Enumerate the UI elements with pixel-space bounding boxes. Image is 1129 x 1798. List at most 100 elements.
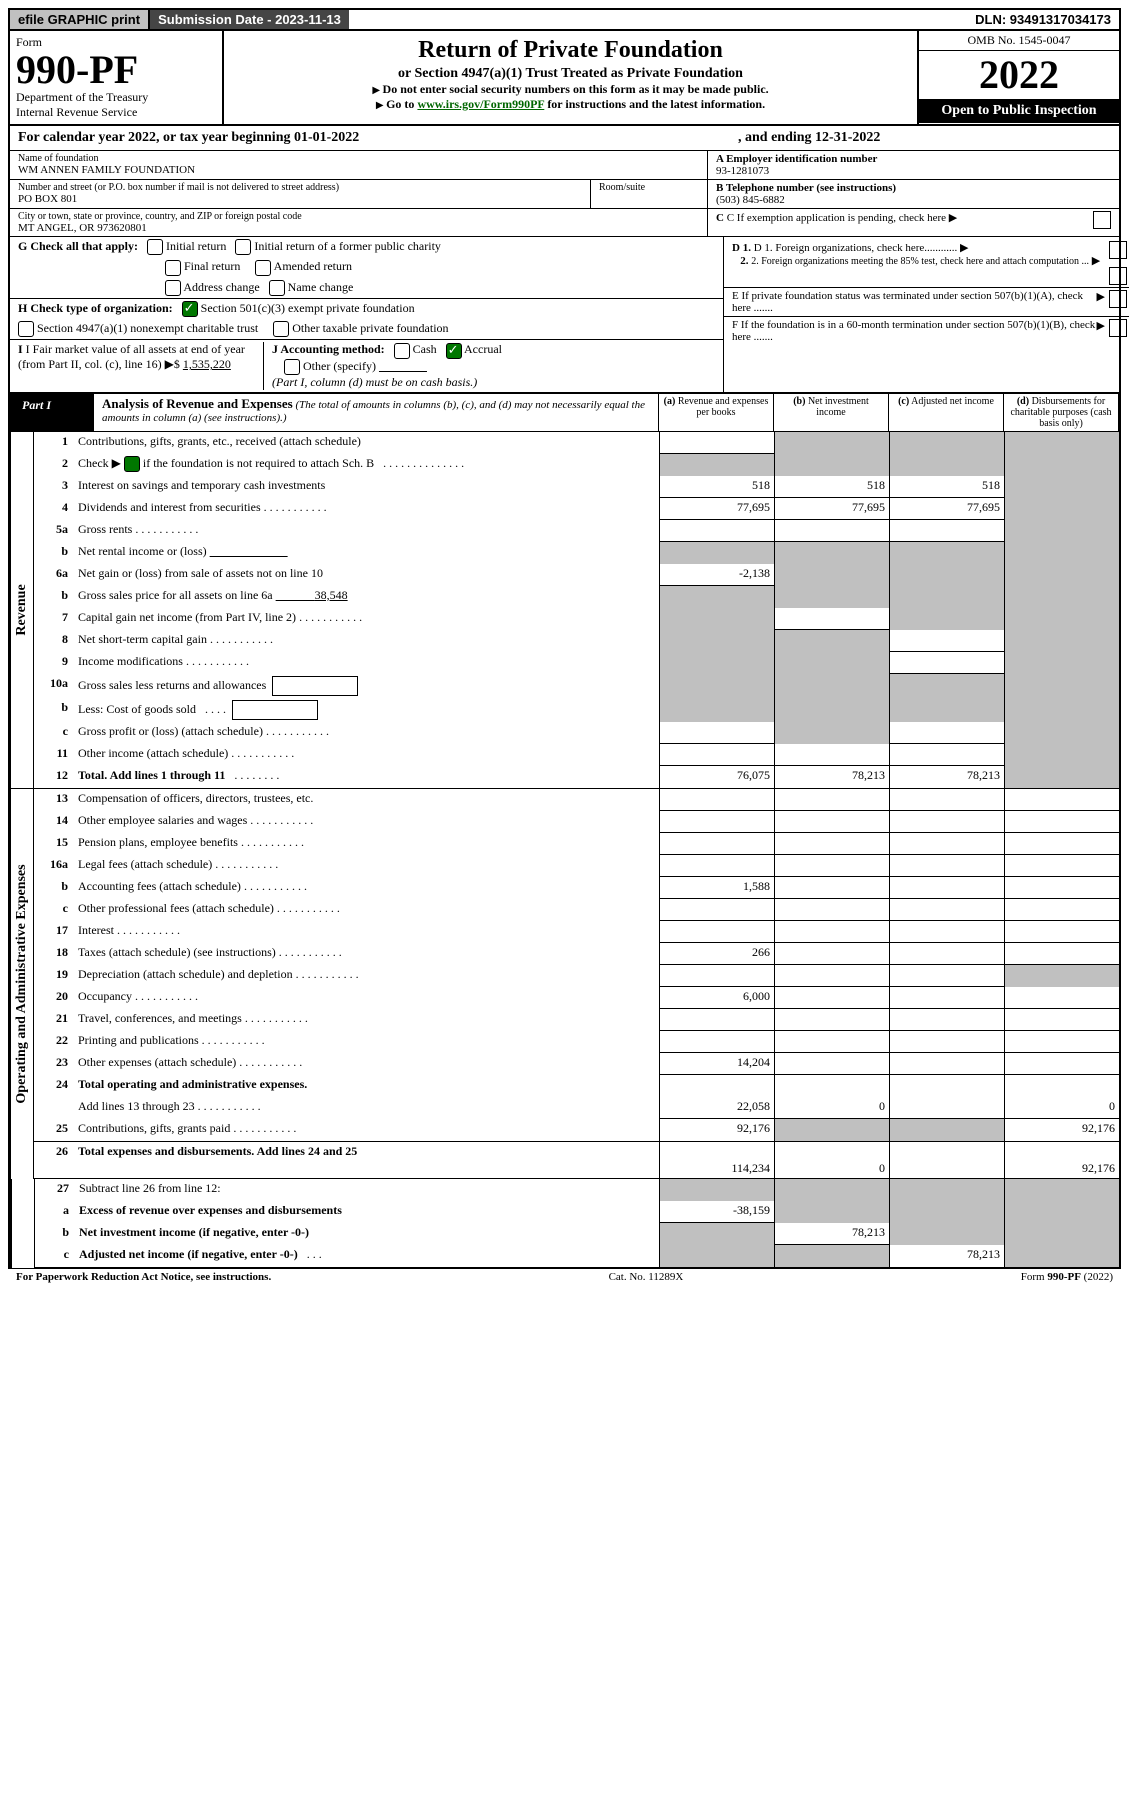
top-left-buttons: efile GRAPHIC print Submission Date - 20… [10, 10, 349, 29]
line-27a: Excess of revenue over expenses and disb… [75, 1201, 659, 1223]
footer-cat: Cat. No. 11289X [609, 1271, 684, 1283]
other-method-checkbox[interactable] [284, 359, 300, 375]
501c3-checkbox[interactable] [182, 301, 198, 317]
open-to-public: Open to Public Inspection [919, 99, 1119, 123]
foundation-name: WM ANNEN FAMILY FOUNDATION [18, 164, 699, 176]
page-footer: For Paperwork Reduction Act Notice, see … [8, 1268, 1121, 1285]
line-27b: Net investment income (if negative, ente… [75, 1223, 659, 1245]
initial-return-checkbox[interactable] [147, 239, 163, 255]
city-label: City or town, state or province, country… [18, 211, 699, 222]
d1-checkbox[interactable] [1109, 241, 1127, 259]
h-check-row: H Check type of organization: Section 50… [10, 298, 723, 319]
final-return-checkbox[interactable] [165, 260, 181, 276]
exemption-checkbox[interactable] [1093, 211, 1111, 229]
line-9: Income modifications [74, 652, 659, 674]
instruction-1: Do not enter social security numbers on … [232, 82, 909, 97]
omb-number: OMB No. 1545-0047 [919, 31, 1119, 51]
calendar-year-row: For calendar year 2022, or tax year begi… [10, 126, 1119, 151]
initial-former-checkbox[interactable] [235, 239, 251, 255]
e-checkbox[interactable] [1109, 290, 1127, 308]
instruction-2: Go to www.irs.gov/Form990PF for instruct… [232, 97, 909, 112]
e-label: E If private foundation status was termi… [732, 290, 1097, 314]
col-a-header: (a) Revenue and expenses per books [658, 394, 773, 431]
ein-value: 93-1281073 [716, 165, 1111, 177]
f-label: F If the foundation is in a 60-month ter… [732, 319, 1097, 343]
form-subtitle: or Section 4947(a)(1) Trust Treated as P… [232, 66, 909, 82]
line-10a: Gross sales less returns and allowances [74, 674, 659, 698]
amended-checkbox[interactable] [255, 260, 271, 276]
dln-label: DLN: 93491317034173 [967, 10, 1119, 29]
line-5a: Gross rents [74, 520, 659, 542]
tax-year: 2022 [919, 51, 1119, 99]
line-25: Contributions, gifts, grants paid [74, 1119, 659, 1141]
part-i-header: Part I Analysis of Revenue and Expenses … [10, 394, 1119, 432]
line-15: Pension plans, employee benefits [74, 833, 659, 855]
line-10c: Gross profit or (loss) (attach schedule) [74, 722, 659, 744]
dept-treasury: Department of the Treasury [16, 90, 216, 105]
address-change-checkbox[interactable] [165, 280, 181, 296]
other-taxable-checkbox[interactable] [273, 321, 289, 337]
efile-button[interactable]: efile GRAPHIC print [10, 10, 150, 29]
summary-spacer [10, 1179, 35, 1268]
line-12: Total. Add lines 1 through 11 . . . . . … [74, 766, 659, 788]
form-title: Return of Private Foundation [232, 37, 909, 64]
ij-row: I I Fair market value of all assets at e… [10, 339, 723, 392]
city-value: MT ANGEL, OR 973620801 [18, 222, 699, 234]
ein-label: A Employer identification number [716, 153, 1111, 165]
room-label: Room/suite [591, 180, 708, 208]
phone-label: B Telephone number (see instructions) [716, 182, 1111, 194]
irs-label: Internal Revenue Service [16, 105, 216, 120]
f-checkbox[interactable] [1109, 319, 1127, 337]
line-22: Printing and publications [74, 1031, 659, 1053]
cash-checkbox[interactable] [394, 343, 410, 359]
line-7: Capital gain net income (from Part IV, l… [74, 608, 659, 630]
top-bar: efile GRAPHIC print Submission Date - 20… [8, 8, 1121, 31]
foundation-name-label: Name of foundation [18, 153, 699, 164]
h-check-row-2: Section 4947(a)(1) nonexempt charitable … [10, 319, 723, 339]
name-change-checkbox[interactable] [269, 280, 285, 296]
line-13: Compensation of officers, directors, tru… [74, 789, 659, 811]
col-b-header: (b) Net investment income [773, 394, 888, 431]
line-17: Interest [74, 921, 659, 943]
line-27: Subtract line 26 from line 12: [75, 1179, 659, 1201]
line-4: Dividends and interest from securities [74, 498, 659, 520]
phone-value: (503) 845-6882 [716, 194, 1111, 206]
line-26: Total expenses and disbursements. Add li… [74, 1142, 659, 1178]
address-value: PO BOX 801 [18, 193, 582, 205]
line-2: Check ▶ if the foundation is not require… [74, 454, 659, 476]
d-foreign-label: D 1. D 1. Foreign organizations, check h… [732, 241, 1105, 267]
4947-checkbox[interactable] [18, 321, 34, 337]
line-3: Interest on savings and temporary cash i… [74, 476, 659, 498]
submission-date-button[interactable]: Submission Date - 2023-11-13 [150, 10, 349, 29]
line-24b: Add lines 13 through 23 [74, 1097, 659, 1119]
irs-link[interactable]: www.irs.gov/Form990PF [417, 97, 544, 111]
form-header: Form 990-PF Department of the Treasury I… [10, 31, 1119, 126]
col-c-header: (c) Adjusted net income [888, 394, 1003, 431]
line-19: Depreciation (attach schedule) and deple… [74, 965, 659, 987]
line-21: Travel, conferences, and meetings [74, 1009, 659, 1031]
line-20: Occupancy [74, 987, 659, 1009]
col-d-header: (d) Disbursements for charitable purpose… [1003, 394, 1119, 431]
line-16a: Legal fees (attach schedule) [74, 855, 659, 877]
g-check-row-3: Address change Name change [10, 278, 723, 298]
form-number: 990-PF [16, 50, 216, 90]
exemption-pending-label: C C If exemption application is pending,… [716, 211, 1089, 224]
schb-checkbox[interactable] [124, 456, 140, 472]
line-27c: Adjusted net income (if negative, enter … [75, 1245, 659, 1267]
d2-checkbox[interactable] [1109, 267, 1127, 285]
line-8: Net short-term capital gain [74, 630, 659, 652]
line-14: Other employee salaries and wages [74, 811, 659, 833]
line-16c: Other professional fees (attach schedule… [74, 899, 659, 921]
line-5b: Net rental income or (loss) [74, 542, 659, 564]
part-i-label: Part I [10, 394, 94, 431]
g-check-row: G Check all that apply: Initial return I… [10, 237, 723, 257]
line-6a: Net gain or (loss) from sale of assets n… [74, 564, 659, 586]
accrual-checkbox[interactable] [446, 343, 462, 359]
expenses-section-label: Operating and Administrative Expenses [10, 789, 34, 1179]
address-label: Number and street (or P.O. box number if… [18, 182, 582, 193]
footer-left: For Paperwork Reduction Act Notice, see … [16, 1271, 271, 1283]
line-11: Other income (attach schedule) [74, 744, 659, 766]
line-10b: Less: Cost of goods sold . . . . [74, 698, 659, 722]
line-18: Taxes (attach schedule) (see instruction… [74, 943, 659, 965]
line-1: Contributions, gifts, grants, etc., rece… [74, 432, 659, 454]
